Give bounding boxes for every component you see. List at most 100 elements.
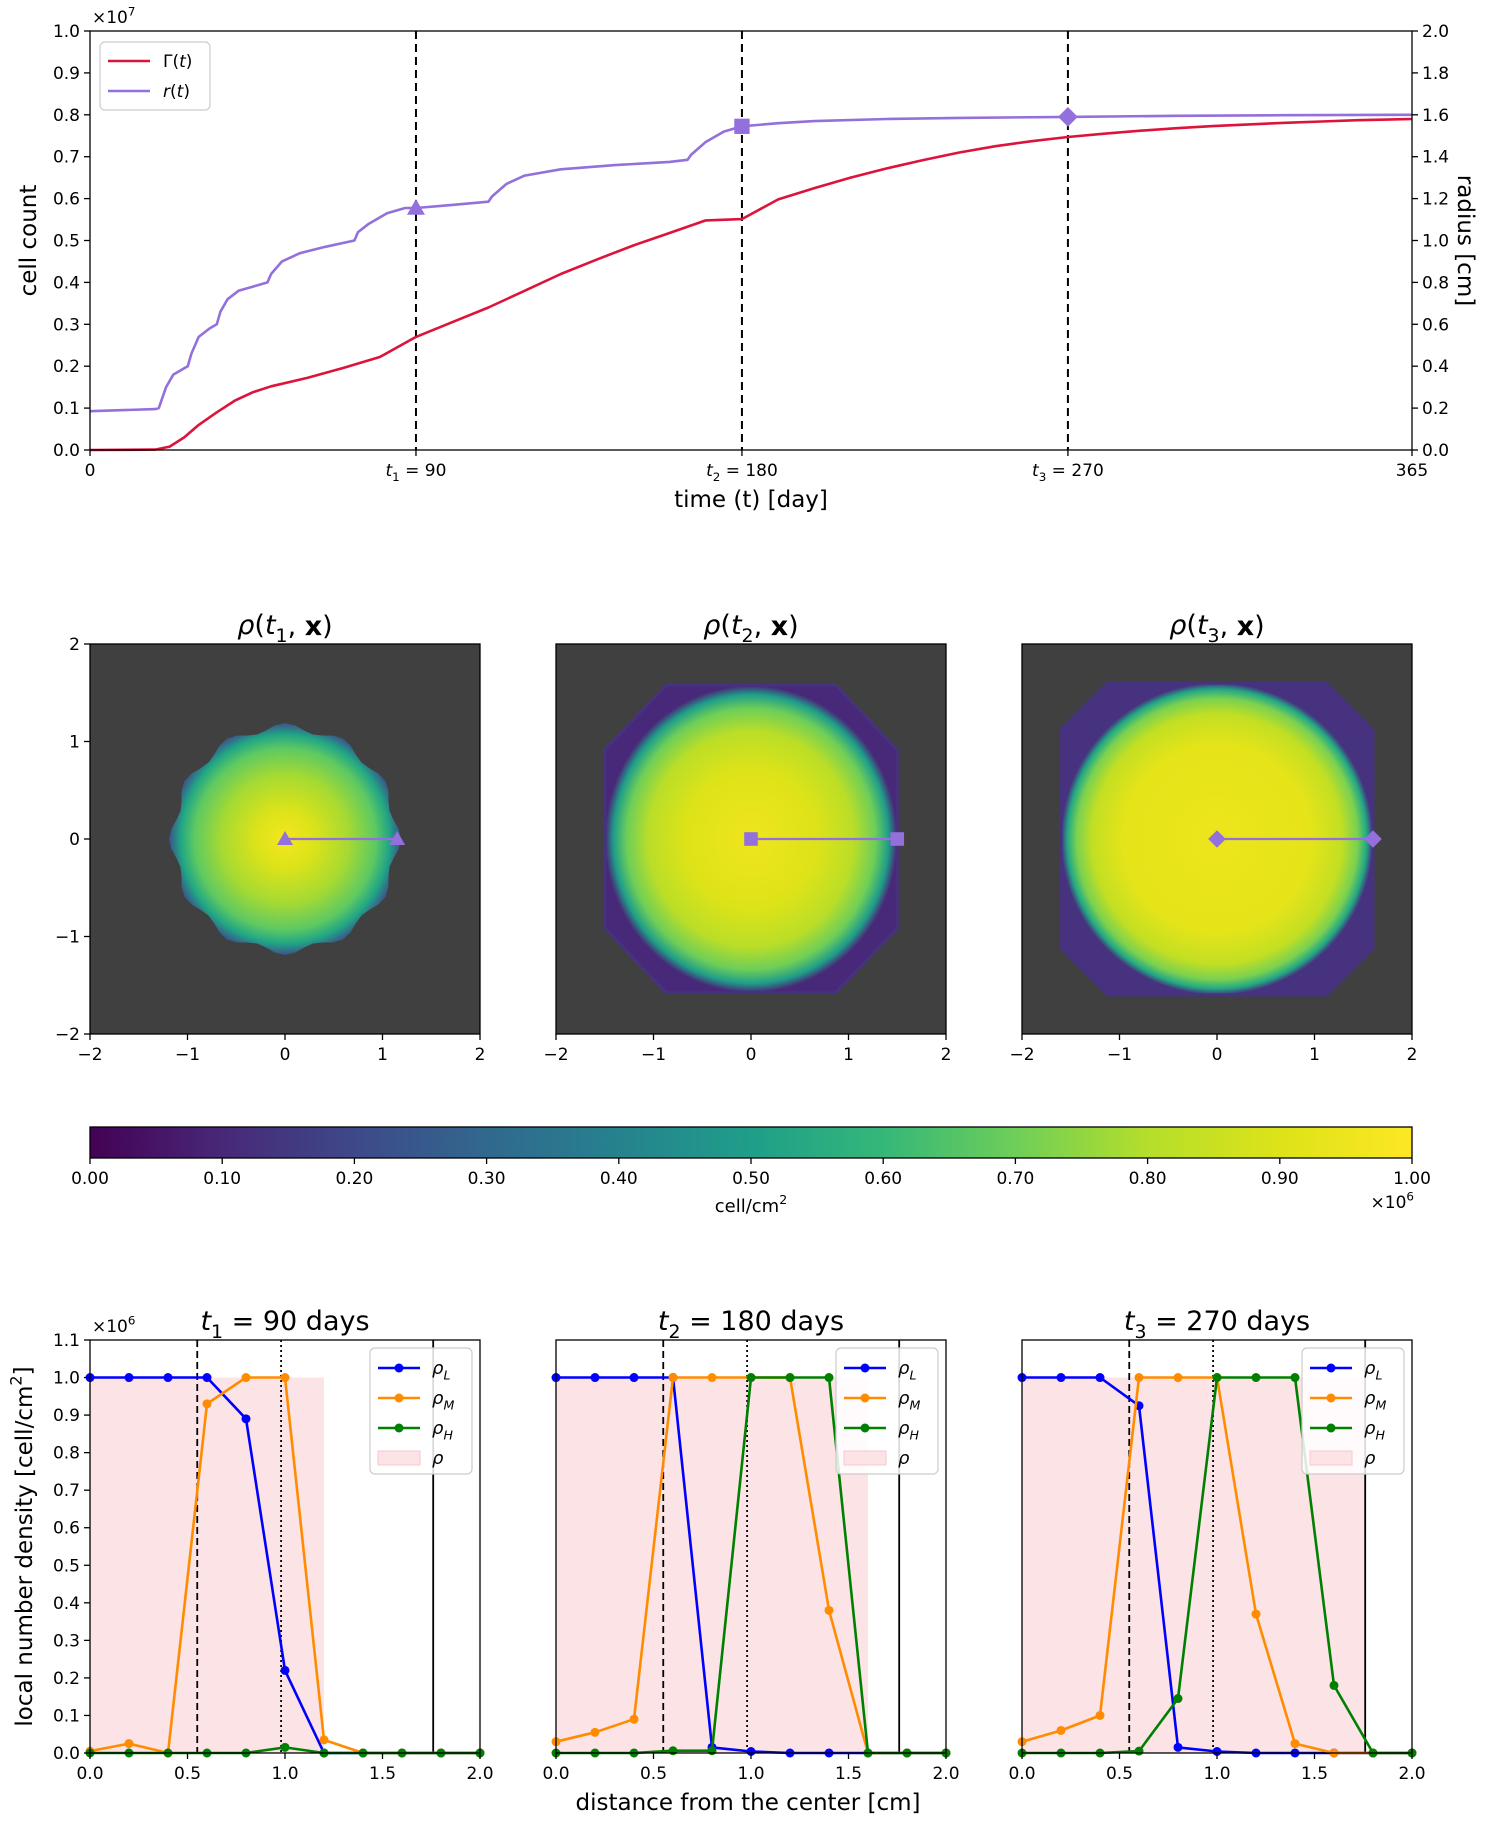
- density-xtick-label: 2: [475, 1045, 486, 1065]
- growth-ytick-label: 0.4: [53, 273, 80, 293]
- profile-xtick-label: 0.5: [1106, 1764, 1133, 1784]
- profile-legend-patch: [843, 1450, 887, 1466]
- growth-ytick-label: 0.5: [53, 232, 80, 252]
- profile-xtick-label: 1.5: [369, 1764, 396, 1784]
- colorbar-tick-label: 0.40: [600, 1169, 638, 1189]
- colorbar-tick-label: 0.90: [1261, 1169, 1299, 1189]
- profile-point-rho_M: [668, 1373, 678, 1383]
- profile-xtick-label: 0.0: [1008, 1764, 1035, 1784]
- growth-legend-label: r(t): [163, 82, 190, 102]
- profile-legend: ρL ρM ρH ρ: [1301, 1347, 1405, 1475]
- profile-point-rho_H: [785, 1373, 795, 1383]
- profile-ytick-label: 0.3: [53, 1631, 80, 1651]
- profile-point-rho_L: [124, 1373, 134, 1383]
- profile-point-rho_M: [1251, 1609, 1261, 1619]
- profile-point-rho_M: [707, 1373, 717, 1383]
- profile-point-rho_M: [1173, 1373, 1183, 1383]
- growth-xtick-label: t1 = 90: [386, 461, 447, 484]
- profile-point-rho_H: [1290, 1373, 1300, 1383]
- profile-ytick-label: 0.5: [53, 1556, 80, 1576]
- growth-legend-label: Γ(t): [163, 52, 192, 72]
- profile-legend-box: [835, 1347, 939, 1475]
- density-center-marker: [277, 831, 293, 845]
- profile-xtick-label: 0.0: [542, 1764, 569, 1784]
- profile-point-rho_M: [1095, 1710, 1105, 1720]
- profile-legend-label: ρ: [1364, 1448, 1376, 1469]
- profile-legend-patch: [377, 1450, 421, 1466]
- profile-point-rho_L: [280, 1665, 290, 1675]
- density-title: ρ(t2, x): [703, 610, 798, 647]
- profile-point-rho_H: [1134, 1746, 1144, 1756]
- profile-xtick-label: 1.0: [737, 1764, 764, 1784]
- density-xtick-label: −2: [543, 1045, 568, 1065]
- profile-legend-dot: [394, 1363, 404, 1373]
- profile-title: t3 = 270 days: [1124, 1306, 1310, 1343]
- density-xtick-label: 0: [1212, 1045, 1223, 1065]
- profile-legend-label: ρL: [432, 1358, 450, 1382]
- profile-point-rho_H: [1329, 1680, 1339, 1690]
- profile-y-multiplier: ×106: [92, 1313, 135, 1337]
- growth-frame: [89, 30, 1413, 451]
- profile-xtick-label: 0.5: [174, 1764, 201, 1784]
- density-panel-3: −2 −1 0 1 2 ρ(t3, x): [1009, 610, 1417, 1065]
- growth-ytick-label: 0.8: [53, 106, 80, 126]
- growth-ylabel-right: radius [cm]: [1452, 175, 1478, 306]
- growth-chart: 0.0 0.1 0.2 0.3 0.4 0.5 0.6 0.7 0.8 0.9 1.0 0.0 0.2 0…: [16, 4, 1478, 513]
- profile-point-rho_M: [1290, 1739, 1300, 1749]
- growth-ytick-right-label: 1.4: [1422, 148, 1449, 168]
- profile-ytick-label: 0.9: [53, 1406, 80, 1426]
- profile-point-rho_L: [1056, 1373, 1066, 1383]
- density-ytick-label: −1: [55, 928, 80, 948]
- growth-xtick-label: t2 = 180: [706, 461, 778, 484]
- profile-xtick-label: 1.5: [835, 1764, 862, 1784]
- colorbar-gradient: [89, 1126, 1413, 1159]
- profile-ylabel: local number density [cell/cm2]: [7, 1366, 38, 1726]
- density-panel-2: −2 −1 0 1 2 ρ(t2, x): [543, 610, 951, 1065]
- growth-xtick-label: 365: [1396, 461, 1428, 481]
- density-xtick-label: 2: [941, 1045, 952, 1065]
- profile-legend-label: ρM: [432, 1388, 454, 1412]
- profile-xtick-label: 2.0: [1398, 1764, 1425, 1784]
- profile-ytick-label: 0.2: [53, 1669, 80, 1689]
- profile-legend-label: ρH: [432, 1418, 453, 1442]
- profile-point-rho_H: [746, 1373, 756, 1383]
- growth-legend-box: [99, 41, 211, 111]
- profile-ytick-label: 0.8: [53, 1444, 80, 1464]
- profile-legend-dot: [1326, 1393, 1336, 1403]
- colorbar-tick-label: 0.60: [864, 1169, 902, 1189]
- growth-ylabel: cell count: [16, 185, 42, 297]
- growth-xlabel: time (t) [day]: [674, 487, 828, 513]
- profile-panel-1: 0.0 0.5 1.0 1.5 2.0 0.0 0.1 0.2 0.3 0.4 0.5 0.6 0.7 0…: [53, 1306, 494, 1784]
- profile-xtick-label: 2.0: [932, 1764, 959, 1784]
- profile-legend-label: ρH: [898, 1418, 919, 1442]
- density-xtick-label: 0: [746, 1045, 757, 1065]
- profile-legend: ρL ρM ρH ρ: [369, 1347, 473, 1475]
- profile-xtick-label: 1.5: [1301, 1764, 1328, 1784]
- profile-legend-label: ρM: [1364, 1388, 1386, 1412]
- profile-point-rho_L: [629, 1373, 639, 1383]
- profile-point-rho_L: [163, 1373, 173, 1383]
- profile-legend: ρL ρM ρH ρ: [835, 1347, 939, 1475]
- profile-point-rho_M: [629, 1714, 639, 1724]
- growth-marker-diamond: [1058, 106, 1078, 127]
- profile-point-rho_M: [824, 1605, 834, 1615]
- colorbar: 0.00 0.10 0.20 0.30 0.40 0.50 0.60 0.70 0.80 0.90…: [71, 1126, 1431, 1217]
- density-xtick-label: 1: [1309, 1045, 1320, 1065]
- growth-xtick-label: t3 = 270: [1032, 461, 1104, 484]
- profile-xtick-label: 2.0: [466, 1764, 493, 1784]
- colorbar-label: cell/cm2: [715, 1192, 787, 1217]
- density-panel-1: −2 −1 0 1 2 2 1 0 −1 −2 ρ(t1, x): [55, 610, 485, 1065]
- colorbar-tick-label: 0.50: [732, 1169, 770, 1189]
- growth-ytick-right-label: 0.2: [1422, 399, 1449, 419]
- profile-point-rho_L: [202, 1373, 212, 1383]
- growth-series-gamma: [89, 117, 1413, 452]
- growth-ytick-label: 0.1: [53, 399, 80, 419]
- density-ytick-label: 1: [69, 733, 80, 753]
- growth-ytick-label: 0.6: [53, 190, 80, 210]
- growth-ytick-label: 0.3: [53, 315, 80, 335]
- profile-ytick-label: 0.4: [53, 1594, 80, 1614]
- density-xtick-label: −2: [77, 1045, 102, 1065]
- profile-xlabel: distance from the center [cm]: [576, 1790, 921, 1816]
- colorbar-tick-label: 1.00: [1393, 1169, 1431, 1189]
